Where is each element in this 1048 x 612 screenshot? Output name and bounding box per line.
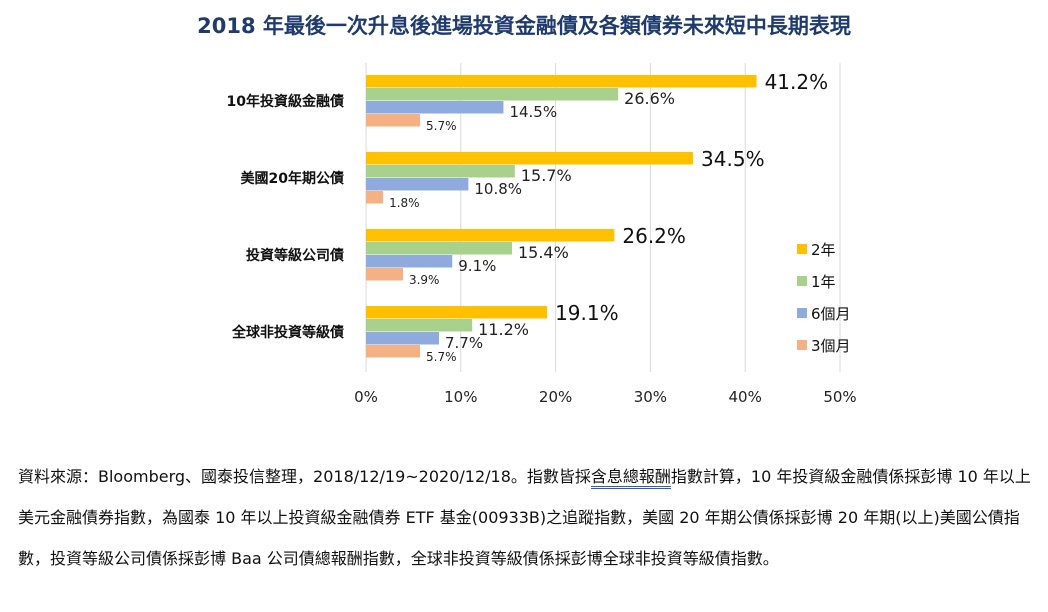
data-label: 7.7% — [445, 334, 483, 352]
legend-swatch — [797, 276, 807, 286]
x-tick-label: 30% — [634, 388, 667, 406]
bar-1年 — [366, 165, 515, 178]
bar-3個月 — [366, 345, 421, 358]
x-tick-label: 20% — [539, 388, 572, 406]
legend-label: 6個月 — [811, 305, 851, 323]
legend-label: 3個月 — [811, 337, 851, 355]
category-label: 投資等級公司債 — [246, 247, 344, 264]
data-label: 9.1% — [458, 257, 496, 275]
legend-swatch — [797, 308, 807, 318]
data-label: 15.4% — [518, 243, 569, 262]
data-label: 10.8% — [474, 180, 522, 198]
category-label: 10年投資級金融債 — [227, 93, 344, 110]
bar-3個月 — [366, 268, 403, 281]
data-label: 26.6% — [624, 89, 675, 108]
data-label: 1.8% — [389, 196, 420, 210]
category-label: 美國20年期公債 — [241, 170, 344, 187]
data-label: 15.7% — [521, 166, 572, 185]
bar-6個月 — [366, 178, 469, 191]
data-label: 19.1% — [555, 301, 619, 325]
bar-1年 — [366, 242, 512, 255]
data-label: 11.2% — [478, 320, 529, 339]
footnote: 資料來源：Bloomberg、國泰投信整理，2018/12/19~2020/12… — [18, 456, 1038, 579]
legend-label: 1年 — [811, 273, 836, 291]
data-label: 3.9% — [409, 273, 440, 287]
data-label: 26.2% — [622, 224, 686, 248]
bar-chart: 0% 10% 20% 30% 40% 50% 10年投資級金融債 41.2% 26.6% 14.5… — [227, 63, 857, 406]
bar-1年 — [366, 88, 619, 101]
bar-3個月 — [366, 191, 384, 204]
bar-2年 — [366, 229, 615, 242]
data-label: 5.7% — [426, 350, 457, 364]
bar-6個月 — [366, 332, 439, 345]
total-return-link[interactable]: 含息總報酬 — [590, 467, 671, 489]
footnote-text-2: 指數計算，10 年投資級金融債係採彭博 10 年以上美元金融債券指數，為國泰 1… — [18, 467, 1031, 568]
bar-2年 — [366, 152, 694, 165]
legend-label: 2年 — [811, 241, 836, 259]
footnote-text-1: 資料來源：Bloomberg、國泰投信整理，2018/12/19~2020/12… — [18, 467, 591, 486]
legend-swatch — [797, 340, 807, 350]
data-label: 14.5% — [509, 103, 557, 121]
bar-3個月 — [366, 114, 421, 127]
bar-2年 — [366, 75, 757, 88]
bar-6個月 — [366, 255, 453, 268]
category-label: 全球非投資等級債 — [231, 324, 344, 341]
x-tick-label: 40% — [729, 388, 762, 406]
chart-title: 2018 年最後一次升息後進場投資金融債及各類債券未來短中長期表現 — [197, 14, 851, 38]
legend-swatch — [797, 244, 807, 254]
data-label: 5.7% — [426, 119, 457, 133]
x-tick-label: 10% — [444, 388, 477, 406]
x-tick-label: 50% — [823, 388, 856, 406]
bar-1年 — [366, 319, 473, 332]
x-tick-label: 0% — [354, 388, 378, 406]
data-label: 41.2% — [765, 70, 829, 94]
bar-2年 — [366, 306, 548, 319]
bar-6個月 — [366, 101, 504, 114]
data-label: 34.5% — [701, 147, 765, 171]
